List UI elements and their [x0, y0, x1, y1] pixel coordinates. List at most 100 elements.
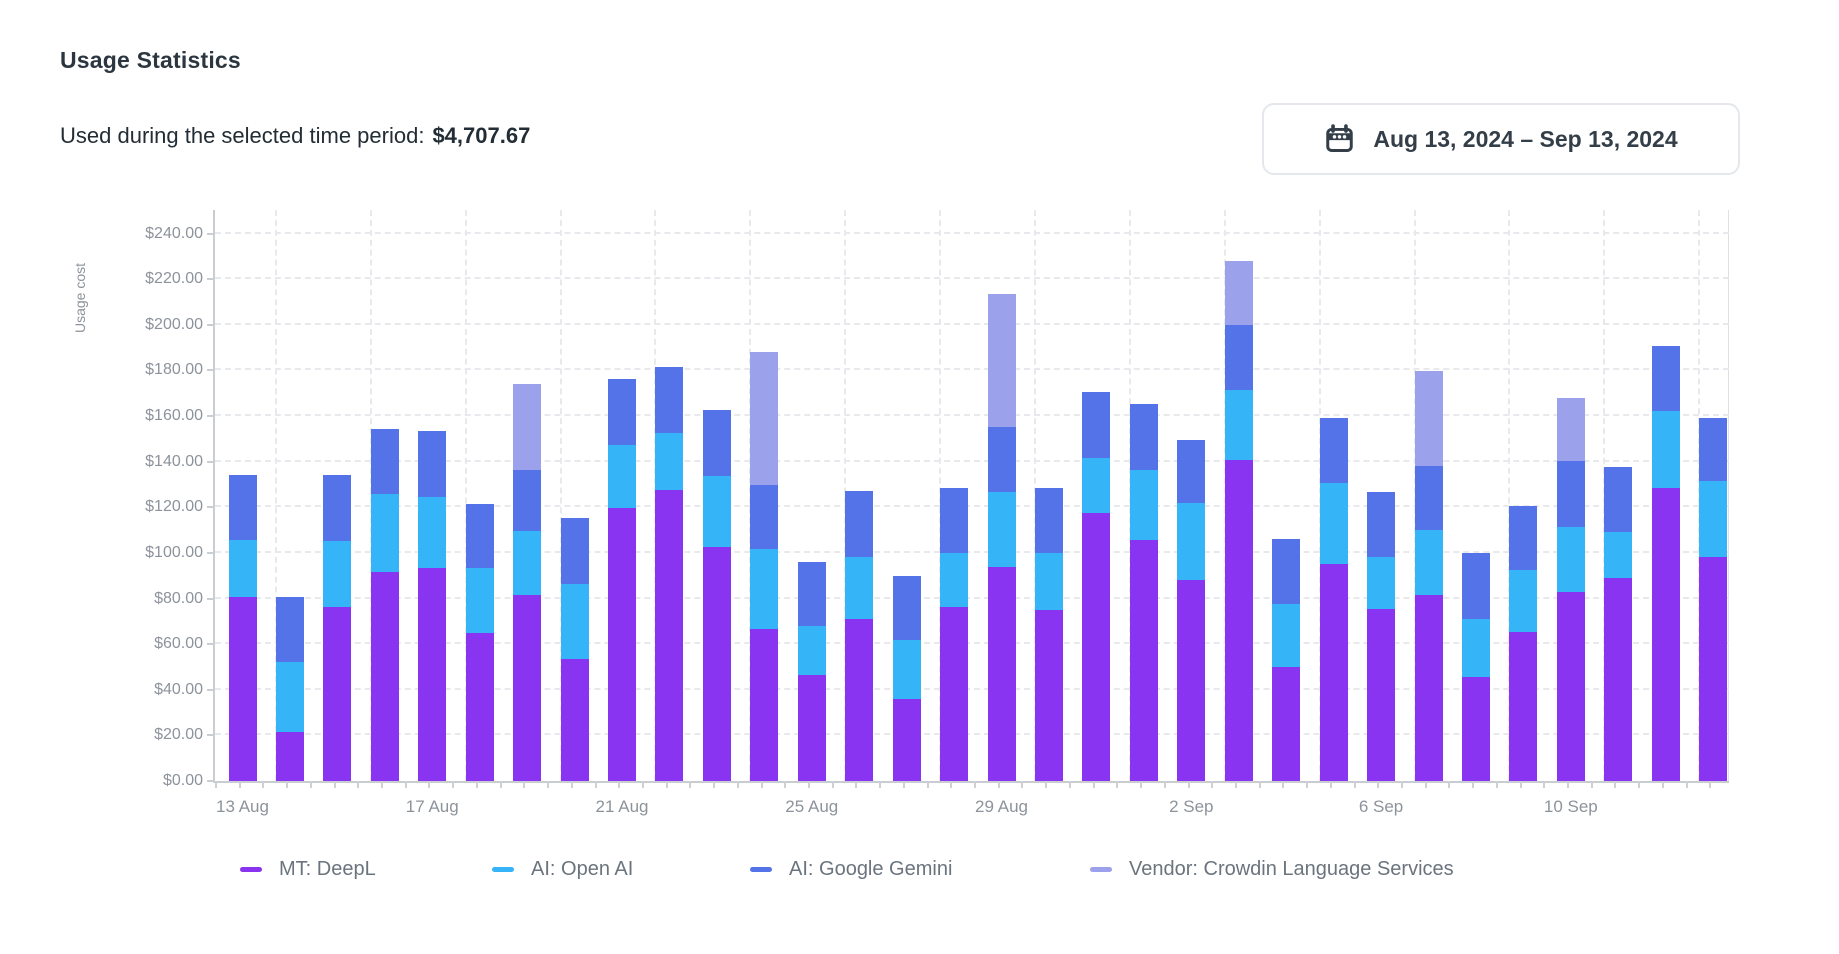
x-tick-mark	[1638, 781, 1641, 788]
bar-segment	[513, 470, 542, 532]
legend-label: MT: DeepL	[279, 857, 376, 880]
x-tick-mark	[1306, 781, 1309, 788]
h-gridline	[215, 414, 1729, 417]
x-tick-label: 2 Sep	[1169, 797, 1214, 816]
bar-segment	[797, 674, 826, 781]
bar-segment	[987, 427, 1016, 492]
bar-segment	[702, 410, 731, 476]
x-tick-mark	[1567, 781, 1570, 788]
x-tick-mark	[523, 781, 526, 788]
bar-segment	[1177, 580, 1206, 781]
x-tick-label: 21 Aug	[595, 797, 649, 816]
x-tick-mark	[831, 781, 834, 788]
bar-segment	[1556, 397, 1585, 462]
x-tick-mark	[950, 781, 953, 788]
x-tick-mark	[1211, 781, 1214, 788]
bar-segment	[892, 575, 921, 641]
y-tick-label: $140.00	[145, 452, 203, 470]
x-tick-mark	[357, 781, 360, 788]
x-tick-mark	[1495, 781, 1498, 788]
bar-segment	[655, 490, 684, 781]
date-range-button[interactable]: Aug 13, 2024 – Sep 13, 2024	[1262, 103, 1740, 175]
y-tick-label: $220.00	[145, 270, 203, 288]
x-tick-mark	[1448, 781, 1451, 788]
x-tick-label: 13 Aug	[216, 797, 269, 816]
bar-segment	[513, 531, 542, 596]
bar-segment	[418, 568, 447, 781]
x-tick-mark	[381, 781, 384, 788]
bar-segment	[1414, 371, 1443, 466]
x-tick-mark	[1116, 781, 1119, 788]
x-tick-mark	[1282, 781, 1285, 788]
bar-segment	[275, 732, 304, 781]
x-tick-mark	[618, 781, 621, 788]
y-tick-mark	[207, 323, 214, 326]
bar-segment	[940, 606, 969, 781]
h-gridline	[215, 733, 1729, 736]
legend-label: AI: Google Gemini	[789, 857, 953, 880]
x-tick-mark	[238, 781, 241, 788]
v-gridline	[274, 210, 277, 781]
bar-segment	[608, 379, 637, 446]
h-gridline	[215, 322, 1729, 325]
h-gridline	[215, 505, 1729, 508]
x-tick-mark	[974, 781, 977, 788]
x-tick-mark	[428, 781, 431, 788]
h-gridline	[215, 277, 1729, 280]
h-gridline	[215, 231, 1729, 234]
bar-segment	[1129, 539, 1158, 781]
y-axis-line	[213, 210, 215, 781]
h-gridline	[215, 687, 1729, 690]
bar-segment	[940, 553, 969, 607]
x-tick-mark	[736, 781, 739, 788]
legend-label: AI: Open AI	[531, 857, 634, 880]
bar-segment	[1556, 592, 1585, 781]
bar-segment	[513, 384, 542, 471]
bar-segment	[1034, 488, 1063, 554]
bar-segment	[323, 475, 352, 541]
x-tick-mark	[475, 781, 478, 788]
y-tick-label: $160.00	[145, 407, 203, 425]
bar-segment	[465, 632, 494, 781]
bar-segment	[275, 597, 304, 663]
y-tick-label: $180.00	[145, 361, 203, 379]
bar-segment	[845, 491, 874, 558]
legend-item[interactable]: AI: Google Gemini	[750, 856, 952, 882]
bar-segment	[1414, 465, 1443, 530]
bar-segment	[655, 432, 684, 491]
bar-segment	[940, 488, 969, 554]
bar-segment	[1367, 557, 1396, 609]
v-gridline	[559, 210, 562, 781]
bar-segment	[1177, 439, 1206, 504]
calendar-icon	[1326, 123, 1354, 152]
y-tick-mark	[207, 278, 214, 281]
bar-segment	[275, 662, 304, 733]
x-tick-mark	[1590, 781, 1593, 788]
x-tick-mark	[1234, 781, 1237, 788]
bar-segment	[750, 352, 779, 485]
legend-item[interactable]: AI: Open AI	[492, 856, 633, 882]
bar-segment	[1651, 411, 1680, 489]
y-tick-label: $100.00	[145, 543, 203, 561]
bar-segment	[418, 431, 447, 497]
y-tick-mark	[207, 643, 214, 646]
x-tick-mark	[499, 781, 502, 788]
x-tick-mark	[1021, 781, 1024, 788]
v-gridline	[1508, 210, 1511, 781]
x-tick-mark	[1685, 781, 1688, 788]
x-tick-mark	[594, 781, 597, 788]
x-tick-mark	[1543, 781, 1546, 788]
x-tick-mark	[1424, 781, 1427, 788]
bar-segment	[1319, 563, 1348, 781]
x-tick-mark	[641, 781, 644, 788]
y-tick-mark	[207, 597, 214, 600]
bar-segment	[1509, 570, 1538, 633]
x-tick-mark	[1140, 781, 1143, 788]
legend-item[interactable]: Vendor: Crowdin Language Services	[1090, 856, 1454, 882]
x-tick-mark	[262, 781, 265, 788]
legend-item[interactable]: MT: DeepL	[240, 856, 376, 882]
bar-segment	[1082, 513, 1111, 781]
bar-segment	[1367, 491, 1396, 558]
bar-segment	[892, 640, 921, 700]
